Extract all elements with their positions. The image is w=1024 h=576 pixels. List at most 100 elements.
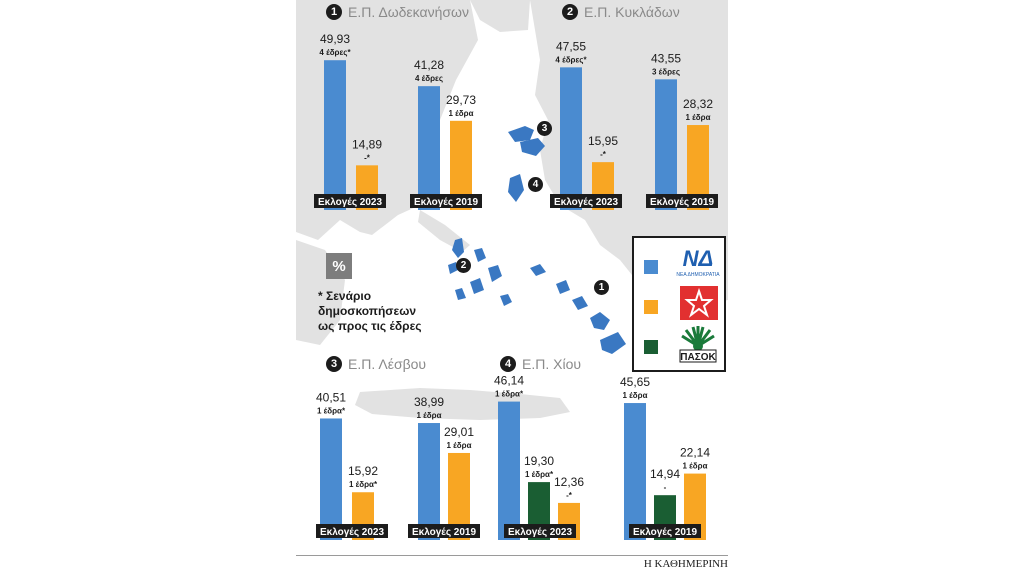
- bar-value-label: 41,28: [414, 58, 444, 72]
- source-credit: Η ΚΑΘΗΜΕΡΙΝΗ: [643, 558, 728, 570]
- footnote: * Σενάριο δημοσκοπήσεων ως προς τις έδρε…: [318, 289, 422, 334]
- group-label-box: [408, 524, 480, 538]
- group-label-box: [316, 524, 388, 538]
- legend-swatch-syriza: [644, 300, 658, 314]
- group-label: Εκλογές 2023: [318, 197, 383, 208]
- bar-nd: [324, 60, 346, 211]
- panel-number-badge: 2: [562, 4, 578, 20]
- bar-value-label: 46,14: [494, 374, 524, 388]
- group-label: Εκλογές 2023: [508, 527, 573, 538]
- group-label: Εκλογές 2019: [650, 197, 715, 208]
- bar-seats-label: -*: [566, 491, 573, 500]
- pasok-logo-text: ΠΑΣΟΚ: [680, 352, 716, 363]
- bar-nd: [418, 86, 440, 210]
- group-label: Εκλογές 2023: [554, 197, 619, 208]
- legend-swatch-pasok: [644, 340, 658, 354]
- bar-seats-label: 1 έδρα: [686, 113, 711, 122]
- bar-value-label: 29,73: [446, 93, 476, 107]
- panel-number-badge: 1: [326, 4, 342, 20]
- panel-title-text: Ε.Π. Χίου: [522, 356, 582, 372]
- group-label-box: [504, 524, 576, 538]
- footnote-line: ως προς τις έδρες: [318, 319, 422, 333]
- nd-logo-sub: ΝΕΑ ΔΗΜΟΚΡΑΤΙΑ: [676, 272, 720, 278]
- group-label: Εκλογές 2019: [414, 197, 479, 208]
- group-label: Εκλογές 2023: [320, 527, 385, 538]
- footnote-line: δημοσκοπήσεων: [318, 304, 417, 318]
- bar-seats-label: 1 έδρα*: [349, 480, 378, 489]
- bar-nd: [624, 403, 646, 540]
- bar-syriza: [684, 473, 706, 540]
- legend-swatch-nd: [644, 260, 658, 274]
- bar-seats-label: -: [664, 483, 667, 492]
- bar-nd: [418, 423, 440, 540]
- percent-unit-box: %: [326, 253, 352, 279]
- bar-value-label: 43,55: [651, 51, 681, 65]
- pasok-logo: ΠΑΣΟΚ: [679, 326, 717, 363]
- bar-seats-label: 1 έδρα*: [525, 470, 554, 479]
- panel-title-text: Ε.Π. Λέσβου: [348, 356, 427, 372]
- bar-seats-label: 4 έδρες*: [555, 55, 587, 64]
- map-badge-2: 2: [456, 258, 471, 273]
- bar-value-label: 14,94: [650, 467, 680, 481]
- thrace-islands: [470, 0, 530, 32]
- bar-syriza: [687, 125, 709, 210]
- bar-seats-label: 1 έδρα*: [495, 390, 524, 399]
- map-badge-1: 1: [594, 280, 609, 295]
- group-label: Εκλογές 2019: [412, 527, 477, 538]
- bar-value-label: 22,14: [680, 446, 710, 460]
- bar-seats-label: -*: [600, 150, 607, 159]
- bar-value-label: 38,99: [414, 395, 444, 409]
- panel-title-3: 3 Ε.Π. Λέσβου: [326, 356, 426, 372]
- footnote-line: * Σενάριο: [318, 289, 372, 303]
- bar-value-label: 49,93: [320, 32, 350, 46]
- bar-value-label: 15,92: [348, 464, 378, 478]
- panel-title-text: Ε.Π. Κυκλάδων: [584, 4, 680, 20]
- bar-seats-label: 1 έδρα: [683, 462, 708, 471]
- group-label-box: [314, 194, 386, 208]
- panel-title-2: 2 Ε.Π. Κυκλάδων: [562, 4, 680, 20]
- bar-value-label: 19,30: [524, 454, 554, 468]
- bar-seats-label: 1 έδρα: [417, 411, 442, 420]
- bar-seats-label: 1 έδρα*: [317, 406, 346, 415]
- bar-seats-label: 1 έδρα: [623, 391, 648, 400]
- bar-value-label: 28,32: [683, 97, 713, 111]
- group-label-box: [646, 194, 718, 208]
- islands: [448, 126, 656, 354]
- bar-nd: [320, 418, 342, 540]
- group-label: Εκλογές 2019: [633, 527, 698, 538]
- bar-nd: [498, 401, 520, 540]
- panel-title-1: 1 Ε.Π. Δωδεκανήσων: [326, 4, 469, 20]
- bar-value-label: 29,01: [444, 425, 474, 439]
- party-legend: ΝΔ ΝΕΑ ΔΗΜΟΚΡΑΤΙΑ ΠΑΣΟΚ: [632, 236, 726, 372]
- map-badge-4: 4: [528, 177, 543, 192]
- bar-seats-label: 1 έδρα: [447, 441, 472, 450]
- bar-seats-label: -*: [364, 153, 371, 162]
- bar-syriza: [450, 120, 472, 210]
- panel-title-4: 4 Ε.Π. Χίου: [500, 356, 581, 372]
- bottom-rule: [296, 555, 728, 556]
- group-label-box: [410, 194, 482, 208]
- bar-value-label: 14,89: [352, 137, 382, 151]
- bar-nd: [560, 67, 582, 210]
- bar-nd: [655, 79, 677, 210]
- bar-value-label: 47,55: [556, 39, 586, 53]
- bar-seats-label: 3 έδρες: [652, 67, 680, 76]
- group-label-box: [629, 524, 701, 538]
- bar-value-label: 40,51: [316, 390, 346, 404]
- panel-title-text: Ε.Π. Δωδεκανήσων: [348, 4, 469, 20]
- bar-seats-label: 1 έδρα: [449, 109, 474, 118]
- bar-seats-label: 4 έδρες*: [319, 48, 351, 57]
- map-badge-3: 3: [537, 121, 552, 136]
- bar-value-label: 15,95: [588, 134, 618, 148]
- group-label-box: [550, 194, 622, 208]
- panel-number-badge: 4: [500, 356, 516, 372]
- bar-value-label: 12,36: [554, 475, 584, 489]
- bar-syriza: [448, 452, 470, 540]
- nd-logo: ΝΔ ΝΕΑ ΔΗΜΟΚΡΑΤΙΑ: [676, 246, 720, 278]
- bar-seats-label: 4 έδρες: [415, 74, 443, 83]
- nd-logo-text: ΝΔ: [683, 246, 714, 271]
- bar-value-label: 45,65: [620, 375, 650, 389]
- syriza-logo: [680, 286, 718, 320]
